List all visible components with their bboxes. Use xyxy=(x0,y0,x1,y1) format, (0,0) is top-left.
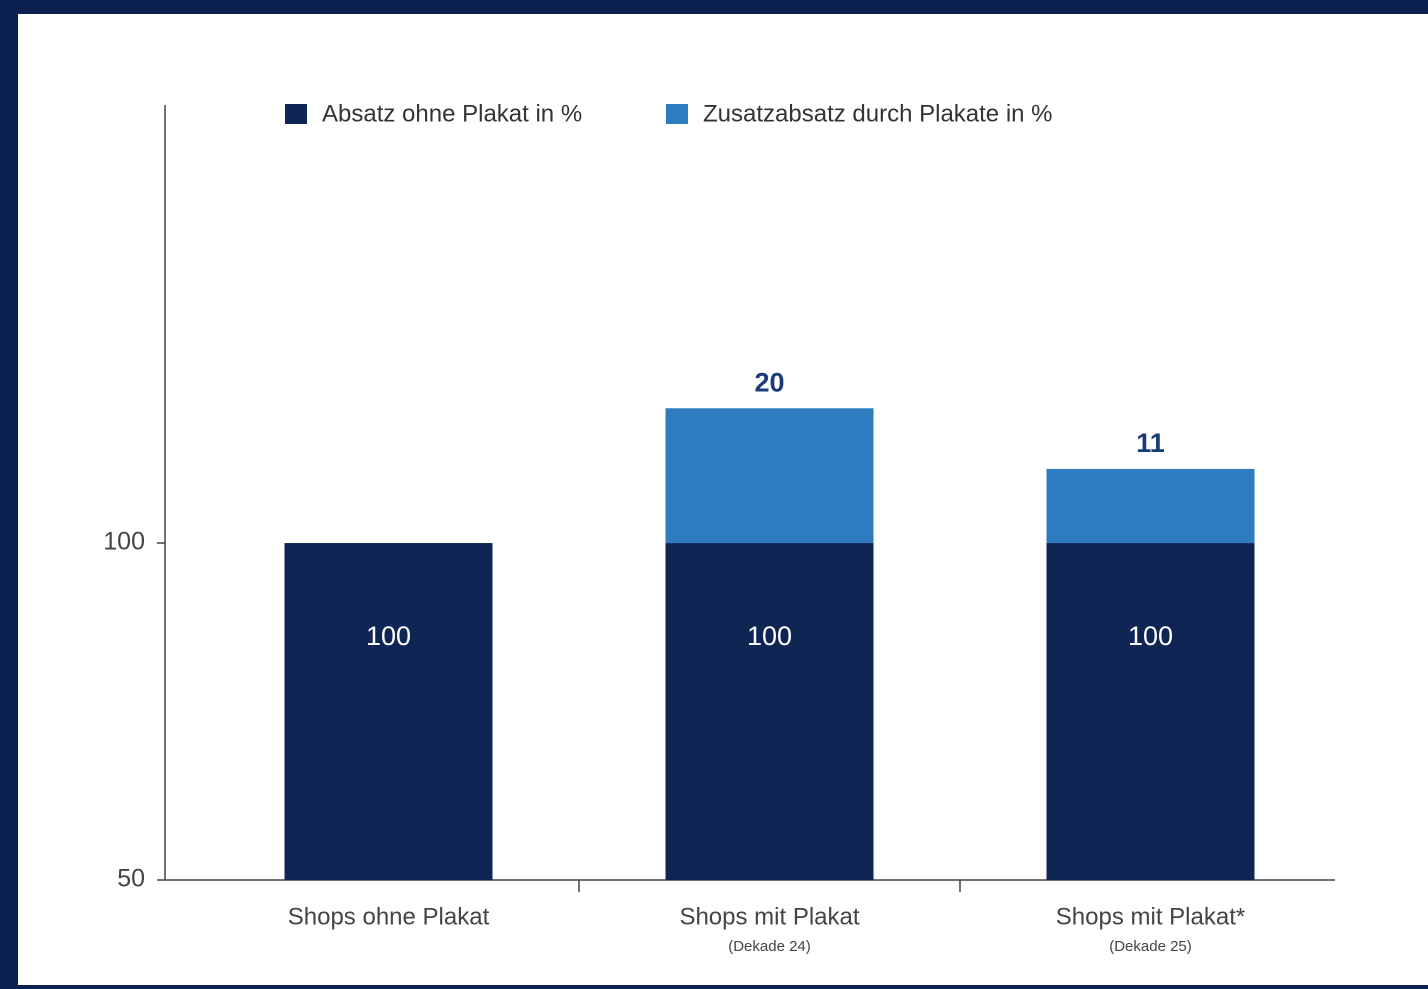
value-label: 20 xyxy=(754,367,784,397)
bar-segment xyxy=(665,408,874,544)
y-tick-label: 50 xyxy=(117,865,145,893)
x-tick-note: (Dekade 24) xyxy=(728,938,811,955)
bar-segment xyxy=(1046,468,1255,544)
x-tick-note: (Dekade 25) xyxy=(1109,938,1192,955)
legend-label: Zusatzabsatz durch Plakate in % xyxy=(703,100,1053,127)
x-tick-label: Shops ohne Plakat xyxy=(288,903,490,930)
y-tick-label: 100 xyxy=(103,528,145,556)
value-label: 100 xyxy=(1128,621,1173,651)
x-tick-label: Shops mit Plakat xyxy=(679,903,859,930)
bar-segment xyxy=(1046,543,1255,880)
x-tick-label: Shops mit Plakat* xyxy=(1056,903,1245,930)
value-label: 11 xyxy=(1136,428,1165,458)
bar-segment xyxy=(665,543,874,880)
value-label: 100 xyxy=(747,621,792,651)
legend-swatch xyxy=(285,104,307,124)
value-label: 100 xyxy=(366,621,411,651)
legend-label: Absatz ohne Plakat in % xyxy=(322,100,582,127)
legend-swatch xyxy=(666,104,688,124)
bar-segment xyxy=(284,543,493,880)
